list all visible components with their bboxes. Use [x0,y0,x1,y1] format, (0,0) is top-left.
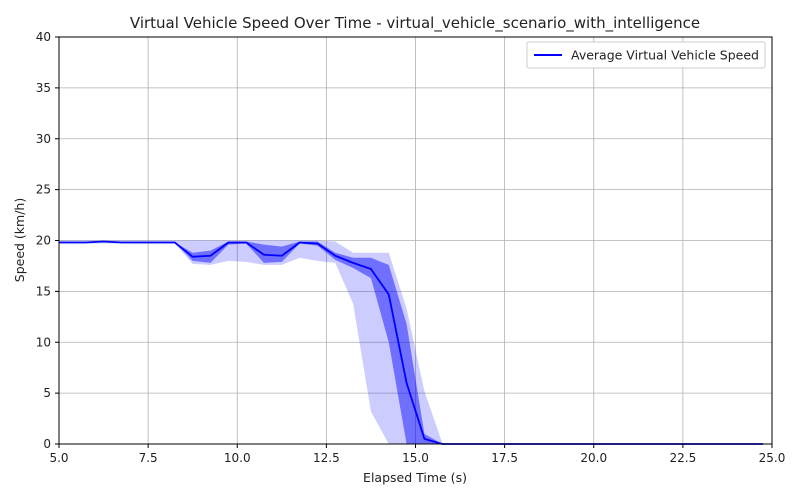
x-tick-label: 5.0 [49,451,68,465]
chart-title: Virtual Vehicle Speed Over Time - virtua… [130,14,700,33]
x-tick-label: 22.5 [670,451,697,465]
x-tick-label: 12.5 [313,451,340,465]
legend: Average Virtual Vehicle Speed [526,41,766,69]
y-tick-label: 30 [36,132,51,146]
y-axis-label: Speed (km/h) [12,198,27,282]
x-tick-label: 17.5 [491,451,518,465]
x-tick-label: 25.0 [759,451,786,465]
x-tick-label: 15.0 [402,451,429,465]
x-tick-label: 7.5 [139,451,158,465]
y-tick-label: 5 [43,386,51,400]
x-axis-ticks: 5.0 7.5 10.0 12.5 15.0 17.5 20.0 22.5 25.0 [49,444,785,465]
range-band-layer [59,240,764,444]
std-band-layer [59,241,764,444]
legend-label: Average Virtual Vehicle Speed [571,48,759,63]
min-max-range-band [59,240,764,444]
y-tick-label: 15 [36,284,51,298]
y-tick-label: 40 [36,30,51,44]
x-tick-label: 10.0 [224,451,251,465]
y-tick-label: 35 [36,81,51,95]
y-tick-label: 20 [36,234,51,248]
y-axis-ticks: 0 5 10 15 20 25 30 35 40 [36,30,59,451]
y-tick-label: 25 [36,183,51,197]
y-tick-label: 10 [36,335,51,349]
y-tick-label: 0 [43,437,51,451]
x-axis-label: Elapsed Time (s) [363,470,467,485]
std-deviation-band [59,241,764,444]
x-tick-label: 20.0 [580,451,607,465]
legend-box [526,41,766,69]
